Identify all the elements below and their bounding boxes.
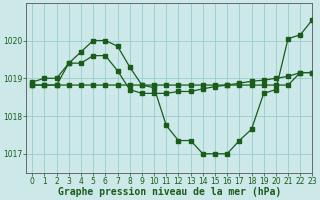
X-axis label: Graphe pression niveau de la mer (hPa): Graphe pression niveau de la mer (hPa) bbox=[58, 187, 281, 197]
